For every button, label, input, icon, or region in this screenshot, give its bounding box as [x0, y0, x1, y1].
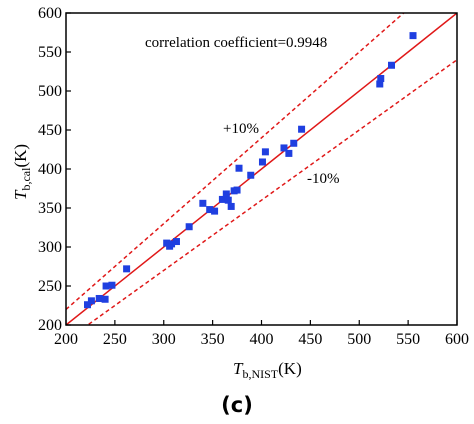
reference-line-plus-10 [66, 13, 405, 310]
data-point [388, 61, 396, 69]
x-tick-label: 350 [201, 331, 225, 348]
data-point [108, 281, 116, 289]
data-point [206, 206, 214, 214]
data-point [247, 171, 255, 179]
data-point [87, 297, 95, 305]
data-point [199, 199, 207, 207]
x-tick-label: 550 [396, 331, 420, 348]
axis-ticks: 200 250 300 350 400 450 500 550 600 200 250 300 350 4… [38, 5, 469, 348]
data-point [102, 282, 110, 290]
data-point [172, 238, 180, 246]
panel-label: (c) [221, 393, 253, 417]
x-tick-label: 250 [103, 331, 127, 348]
data-point [218, 195, 226, 203]
y-tick-label: 500 [38, 83, 62, 100]
y-tick-label: 450 [38, 122, 62, 139]
reference-lines [66, 13, 457, 325]
y-axis-title: Tb,cal(K) [11, 144, 33, 200]
data-point [84, 301, 92, 309]
data-point [123, 265, 131, 273]
x-tick-label: 600 [445, 331, 469, 348]
data-point [235, 164, 243, 172]
y-tick-label: 200 [38, 317, 62, 334]
y-tick-label: 250 [38, 278, 62, 295]
data-point [185, 223, 193, 231]
data-point [298, 125, 306, 133]
reference-line-minus-10 [86, 59, 457, 325]
data-point [258, 158, 266, 166]
reference-line-parity [66, 13, 457, 325]
data-point [222, 190, 230, 198]
data-point [211, 207, 219, 215]
x-tick-label: 200 [54, 331, 78, 348]
correlation-annotation: correlation coefficient=0.9948 [145, 35, 327, 51]
y-tick-label: 600 [38, 5, 62, 22]
data-point [285, 149, 293, 157]
data-point [409, 32, 417, 40]
x-tick-label: 500 [347, 331, 371, 348]
y-tick-label: 550 [38, 44, 62, 61]
data-point [168, 240, 176, 248]
data-point [224, 196, 232, 204]
y-tick-label: 400 [38, 161, 62, 178]
data-point [290, 139, 298, 147]
plus-10-percent-label: +10% [223, 121, 259, 137]
data-point [280, 144, 288, 152]
y-tick-label: 300 [38, 239, 62, 256]
x-tick-label: 300 [152, 331, 176, 348]
data-point [376, 80, 384, 88]
data-points [84, 32, 417, 309]
x-tick-label: 450 [298, 331, 322, 348]
data-point [261, 148, 269, 156]
data-point [95, 294, 103, 302]
x-axis-title: Tb,NIST(K) [233, 359, 302, 381]
minus-10-percent-label: -10% [307, 171, 340, 187]
data-point [377, 75, 385, 83]
data-point [101, 295, 109, 303]
data-point [227, 202, 235, 210]
data-point [233, 186, 241, 194]
x-tick-label: 400 [250, 331, 274, 348]
y-tick-label: 350 [38, 200, 62, 217]
